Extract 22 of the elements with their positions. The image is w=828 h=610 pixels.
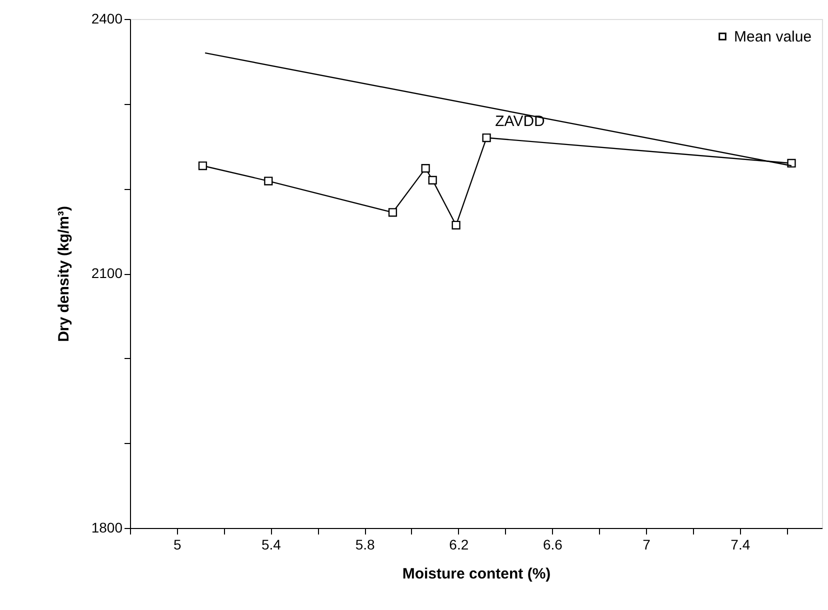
point	[198, 161, 208, 170]
point	[421, 164, 430, 173]
x-axis-title: Moisture content (%)	[402, 566, 551, 582]
y-tick-label: 2100	[91, 265, 123, 281]
point	[787, 158, 796, 168]
x-tick-label: 6.6	[543, 536, 563, 552]
legend-label: Mean value	[734, 28, 812, 46]
y-tick-label: 1800	[91, 520, 123, 536]
x-tick-label: 5	[174, 536, 182, 552]
x-tick-label: 5.8	[355, 536, 376, 552]
x-tick-label: 5.4	[262, 536, 282, 552]
point	[482, 133, 491, 142]
y-axis-title: Dry density (kg/m³)	[55, 206, 72, 342]
point	[452, 220, 460, 230]
point	[264, 176, 273, 186]
x-tick-label: 7.4	[730, 536, 750, 552]
x-tick-label: 7	[642, 536, 651, 552]
y-tick-label: 2400	[91, 10, 123, 26]
annotation: ZAVDD	[495, 113, 546, 130]
point	[388, 208, 398, 217]
point	[428, 176, 437, 184]
x-tick-label: 6.2	[449, 536, 469, 552]
